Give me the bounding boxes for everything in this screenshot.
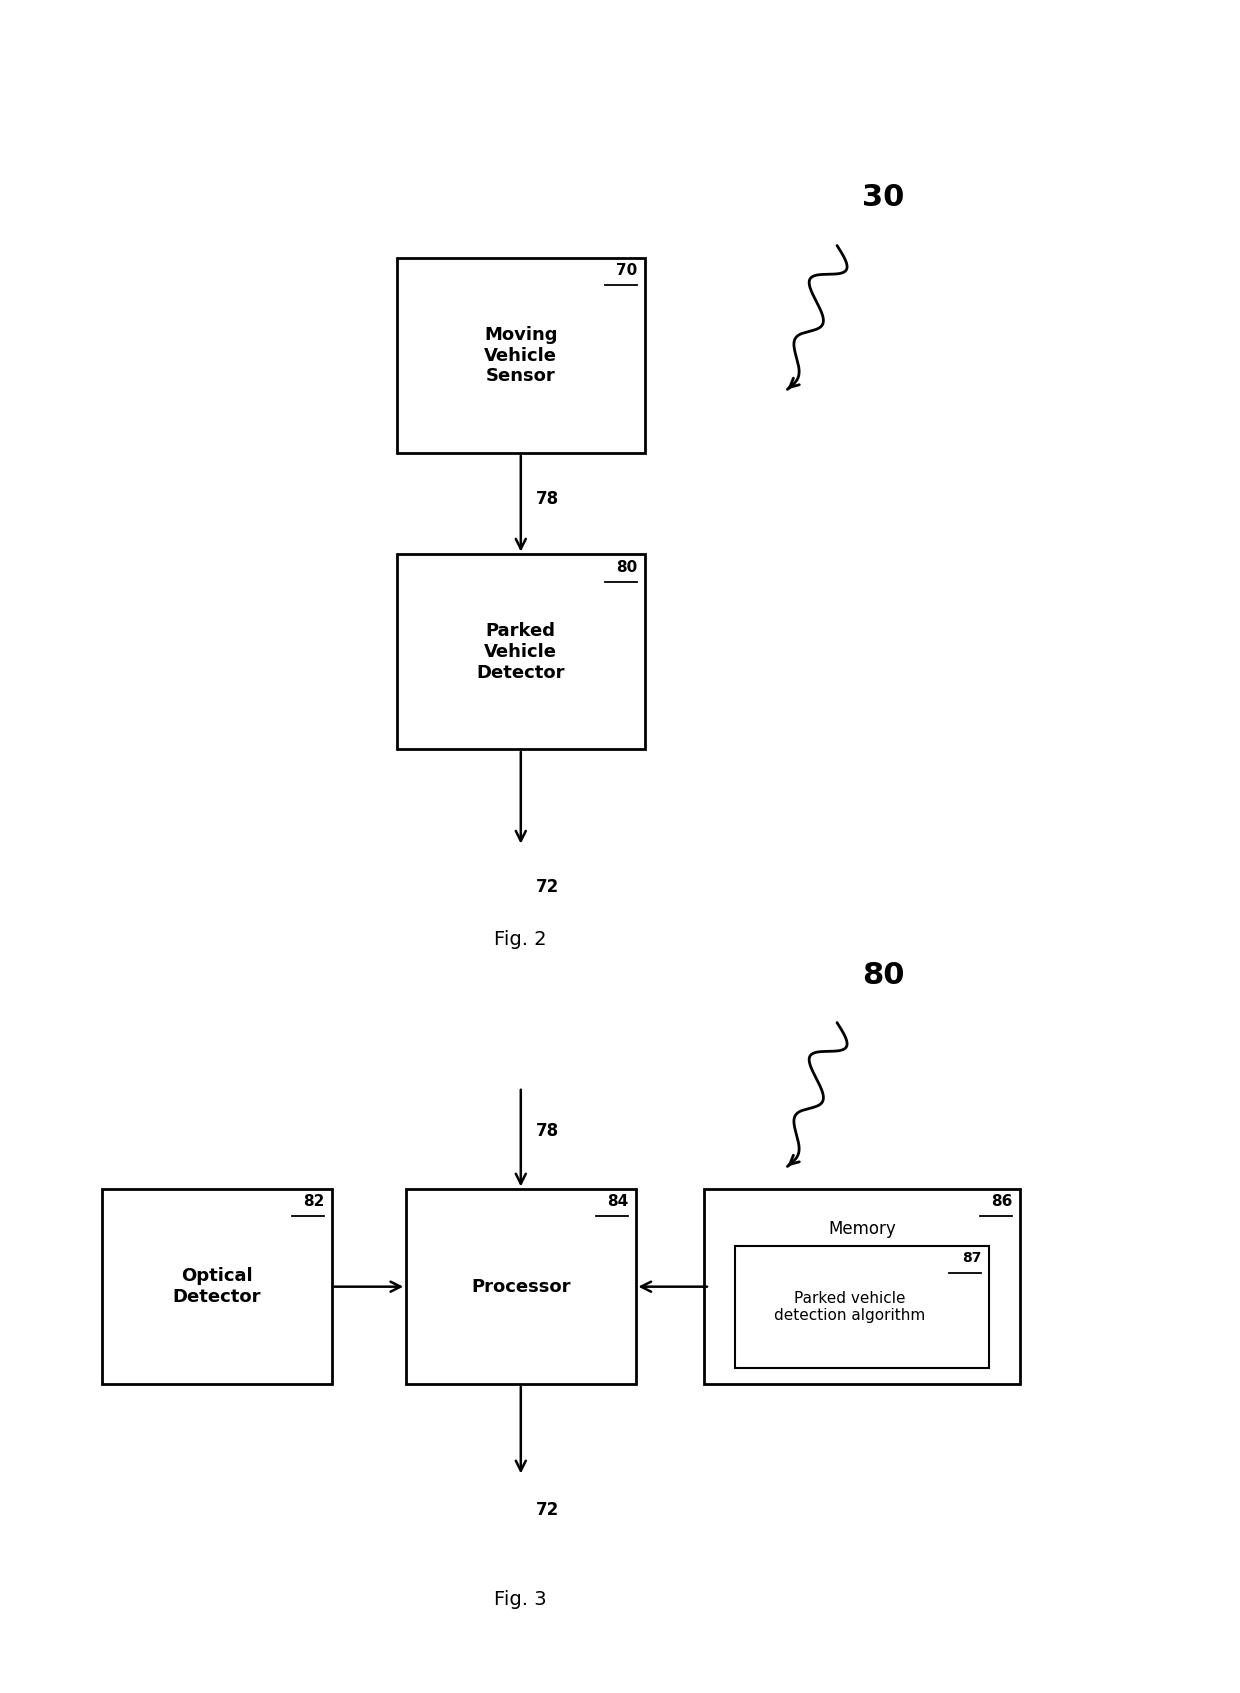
Text: 87: 87: [962, 1251, 982, 1265]
Text: Processor: Processor: [471, 1278, 570, 1295]
Text: Fig. 2: Fig. 2: [495, 929, 547, 950]
FancyBboxPatch shape: [397, 555, 645, 748]
FancyBboxPatch shape: [734, 1246, 988, 1368]
Text: 72: 72: [536, 1502, 559, 1519]
Text: Optical
Detector: Optical Detector: [172, 1268, 262, 1305]
FancyBboxPatch shape: [407, 1188, 635, 1385]
Text: Fig. 3: Fig. 3: [495, 1590, 547, 1610]
Text: Parked
Vehicle
Detector: Parked Vehicle Detector: [476, 621, 565, 682]
Text: Parked vehicle
detection algorithm: Parked vehicle detection algorithm: [774, 1290, 925, 1324]
FancyBboxPatch shape: [703, 1188, 1019, 1385]
Text: 84: 84: [606, 1195, 627, 1209]
Text: 70: 70: [616, 262, 637, 278]
Text: 80: 80: [862, 962, 904, 990]
Text: Moving
Vehicle
Sensor: Moving Vehicle Sensor: [484, 325, 558, 386]
Text: 78: 78: [536, 1122, 559, 1139]
Text: Memory: Memory: [828, 1219, 895, 1238]
FancyBboxPatch shape: [397, 257, 645, 452]
Text: 80: 80: [616, 559, 637, 574]
FancyBboxPatch shape: [102, 1188, 331, 1385]
Text: 72: 72: [536, 879, 559, 896]
Text: 86: 86: [991, 1195, 1012, 1209]
Text: 30: 30: [862, 183, 904, 212]
Text: 82: 82: [303, 1195, 324, 1209]
Text: 78: 78: [536, 491, 559, 508]
